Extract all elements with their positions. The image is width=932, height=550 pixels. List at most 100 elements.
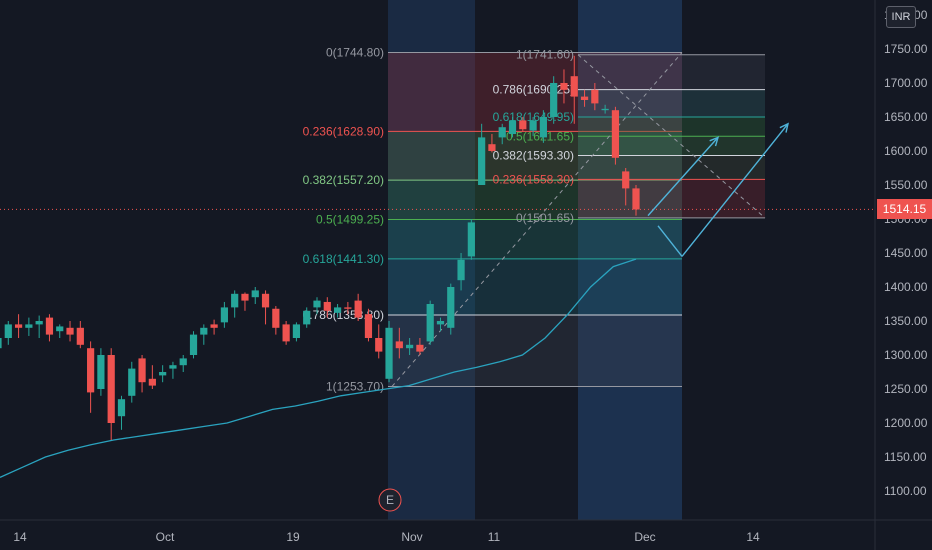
candle-body	[210, 324, 218, 328]
candle-body	[508, 120, 517, 134]
fib-right-band	[578, 117, 765, 137]
fib-right-band	[578, 89, 765, 118]
earnings-marker-label: E	[386, 493, 394, 507]
candle-body	[272, 308, 280, 328]
candle-body	[478, 137, 486, 185]
candle-body	[385, 327, 393, 379]
fib-left-level-label: 0.382(1557.20)	[303, 173, 384, 187]
candle-body	[364, 314, 373, 338]
fib-left-level-label: 1(1253.70)	[326, 379, 384, 393]
candle-body	[117, 399, 126, 417]
candle-body	[519, 120, 527, 130]
y-axis-tick-label: 1750.00	[884, 42, 928, 56]
candle-body	[87, 348, 95, 393]
candle-body	[261, 293, 270, 308]
fib-right-band	[578, 179, 765, 218]
candle-body	[457, 259, 465, 281]
candle-body	[498, 127, 506, 138]
fib-right-level-label: 0.382(1593.30)	[493, 149, 574, 163]
y-axis-tick-label: 1300.00	[884, 348, 928, 362]
x-axis-tick-label: 11	[488, 530, 501, 544]
candle-body	[292, 324, 301, 338]
candle-body	[344, 307, 352, 309]
currency-badge[interactable]: INR	[886, 6, 916, 28]
candle-body	[539, 117, 547, 138]
candle-body	[375, 338, 383, 352]
x-axis-tick-label: Nov	[401, 530, 422, 544]
candle-body	[128, 368, 136, 396]
fib-left-band	[388, 315, 682, 387]
projection-arrow-1	[647, 136, 719, 217]
candle-body	[76, 327, 84, 345]
candle-body	[179, 358, 187, 366]
fib-left-level-label: 0.618(1441.30)	[303, 252, 384, 266]
candle-body	[4, 324, 12, 338]
candle-body	[529, 120, 537, 131]
candle-body	[159, 372, 167, 376]
projection-arrow-2	[681, 123, 789, 257]
candle-body	[436, 321, 445, 325]
fib-left-band	[388, 52, 682, 132]
candle-body	[570, 76, 578, 97]
candle-body	[66, 327, 74, 335]
candle-body	[580, 96, 589, 100]
candle-body	[14, 324, 23, 328]
fib-right-band	[578, 54, 765, 90]
candle-body	[251, 290, 259, 298]
candle-body	[467, 222, 475, 257]
candle-body	[591, 89, 599, 104]
projection-arrow-1-head	[709, 136, 720, 147]
fib-right-band	[578, 136, 765, 156]
candle-body	[395, 341, 403, 349]
fib-left-level-label: 0(1744.80)	[326, 46, 384, 60]
candle-body	[148, 378, 156, 386]
candle-body	[56, 326, 64, 332]
candle-body	[303, 310, 311, 325]
fib-left-band	[388, 258, 682, 316]
y-axis-tick-label: 1200.00	[884, 416, 928, 430]
x-axis-tick-label: 19	[286, 530, 300, 544]
y-axis-tick-label: 1400.00	[884, 280, 928, 294]
candle-body	[560, 83, 568, 90]
fib-right-band	[578, 155, 765, 180]
x-axis-tick-label: 14	[746, 530, 760, 544]
candle-body	[447, 287, 455, 328]
candle-body	[323, 301, 331, 311]
earnings-marker[interactable]	[378, 488, 402, 512]
candle-body	[282, 324, 290, 342]
fib-left-level-label: 0.236(1628.90)	[303, 124, 384, 138]
x-axis-tick-label: 14	[13, 530, 27, 544]
y-axis-tick-label: 1350.00	[884, 314, 928, 328]
fib-right-level-label: 0.236(1558.30)	[493, 172, 574, 186]
candle-body	[231, 293, 239, 308]
candle-body	[97, 355, 105, 389]
candle-body	[611, 110, 620, 158]
moving-average-line	[0, 258, 637, 478]
y-axis-tick-label: 1700.00	[884, 76, 928, 90]
candle-body	[354, 300, 362, 318]
candle-body	[220, 307, 228, 323]
candle-body	[241, 293, 249, 301]
y-axis-tick-label: 1100.00	[884, 484, 927, 498]
candle-body	[622, 171, 630, 189]
candle-body	[0, 338, 2, 349]
fib-right-level-label: 1(1741.60)	[516, 48, 574, 62]
x-axis-tick-label: Oct	[156, 530, 175, 544]
candle-body	[45, 317, 54, 335]
candle-body	[601, 108, 609, 111]
candle-body	[138, 358, 146, 383]
fib-left-level-label: 0.786(1358.80)	[303, 308, 384, 322]
y-axis-tick-label: 1250.00	[884, 382, 928, 396]
fib-left-band	[388, 219, 682, 259]
candle-body	[333, 307, 342, 313]
candle-body	[107, 355, 115, 423]
candle-body	[426, 304, 434, 342]
candle-body	[25, 324, 33, 328]
projection-dip-line	[657, 225, 683, 257]
fib-right-level-label: 0(1501.65)	[516, 211, 574, 225]
candle-body	[200, 327, 208, 335]
candle-body	[416, 344, 424, 352]
fib-right-trendline	[577, 54, 766, 219]
fib-left-level-label: 0.5(1499.25)	[316, 213, 384, 227]
